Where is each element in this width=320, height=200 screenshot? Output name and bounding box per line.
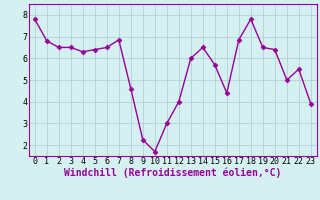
X-axis label: Windchill (Refroidissement éolien,°C): Windchill (Refroidissement éolien,°C) [64,167,282,178]
